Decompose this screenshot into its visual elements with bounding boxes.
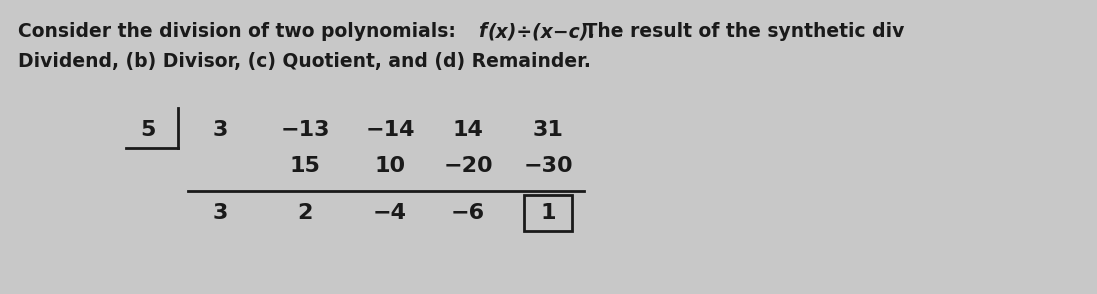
Text: f: f (478, 22, 486, 41)
Text: −13: −13 (280, 120, 330, 140)
Bar (524, 195, 572, 231)
Text: −14: −14 (365, 120, 415, 140)
Text: 1: 1 (540, 203, 556, 223)
Text: 5: 5 (140, 120, 156, 140)
Text: The result of the synthetic div: The result of the synthetic div (578, 22, 904, 41)
Text: 10: 10 (374, 156, 406, 176)
Text: (x)÷(x−c).: (x)÷(x−c). (488, 22, 597, 41)
Text: −30: −30 (523, 156, 573, 176)
Text: 3: 3 (213, 120, 228, 140)
Text: −6: −6 (451, 203, 485, 223)
Text: Consider the division of two polynomials:: Consider the division of two polynomials… (18, 22, 462, 41)
Text: 3: 3 (213, 203, 228, 223)
Text: 15: 15 (290, 156, 320, 176)
Text: −20: −20 (443, 156, 493, 176)
Text: 2: 2 (297, 203, 313, 223)
Text: 31: 31 (532, 120, 564, 140)
Text: 14: 14 (453, 120, 484, 140)
Text: −4: −4 (373, 203, 407, 223)
Text: Dividend, (b) Divisor, (c) Quotient, and (d) Remainder.: Dividend, (b) Divisor, (c) Quotient, and… (18, 52, 591, 71)
